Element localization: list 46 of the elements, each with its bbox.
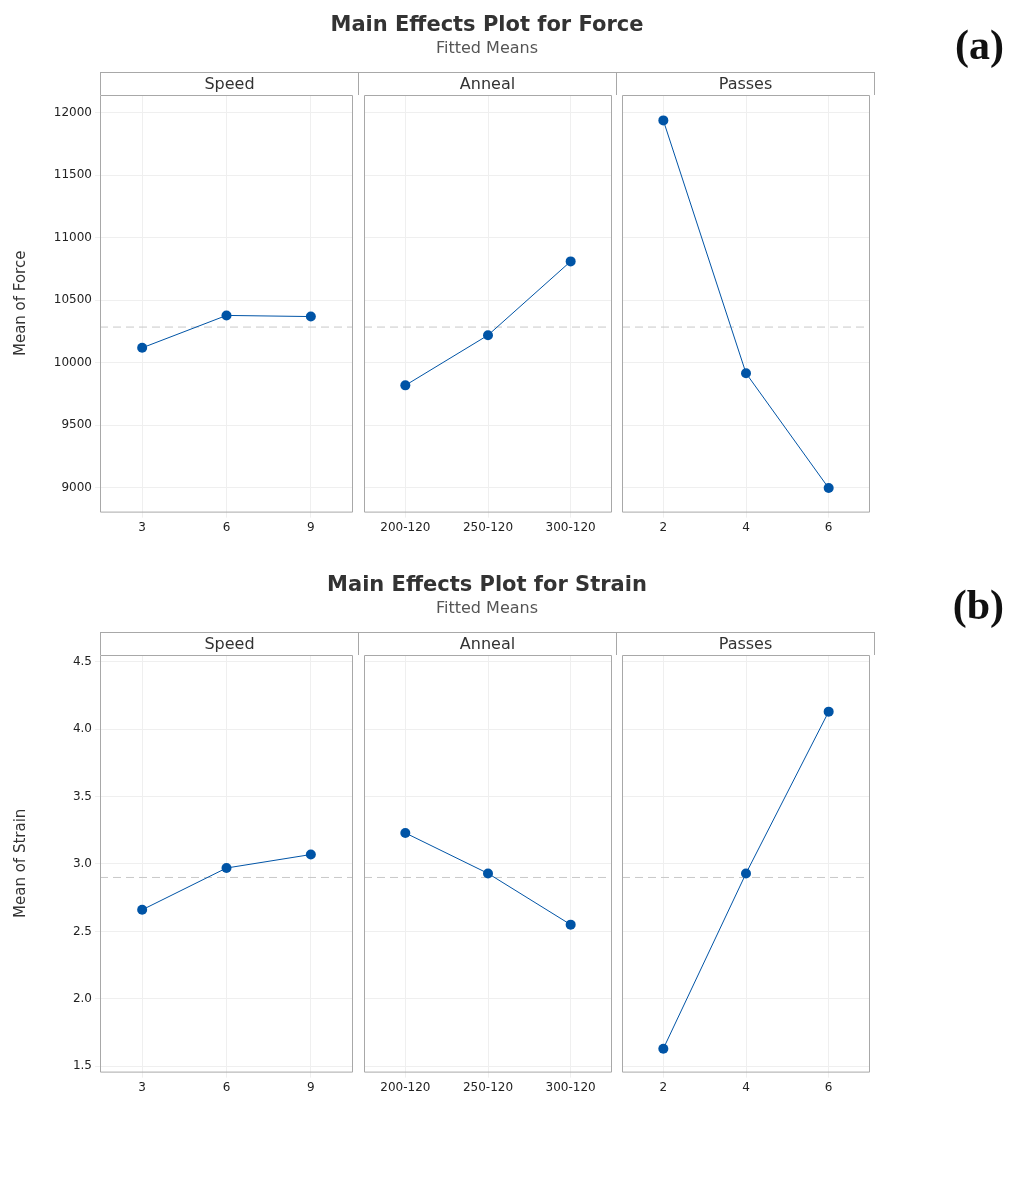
x-axis-title: Passes: [617, 72, 875, 95]
x-axis-title: Speed: [100, 72, 359, 95]
x-tick-label: 9: [307, 519, 315, 534]
x-axis-title: Speed: [100, 632, 359, 655]
x-axis-title: Anneal: [359, 72, 617, 95]
x-tick-label: 300-120: [545, 1079, 596, 1094]
y-tick-label: 3.5: [72, 788, 92, 803]
y-tick-label: 3.0: [72, 856, 92, 871]
x-tick-label: 300-120: [545, 519, 596, 534]
y-tick-label: 9000: [61, 479, 92, 494]
x-tick-label: 200-120: [380, 1079, 431, 1094]
x-tick-label: 2: [659, 1079, 668, 1094]
y-tick-label: 4.0: [72, 721, 92, 736]
x-axis-title: Anneal: [359, 632, 617, 655]
y-tick-label: 2.0: [72, 990, 92, 1005]
x-tick-label: 6: [824, 519, 833, 534]
text: Main Effects Plot for Strain: [326, 572, 648, 596]
y-tick-label: 12000: [53, 104, 92, 119]
x-tick-label: 6: [222, 519, 231, 534]
x-tick-label: 9: [307, 1079, 315, 1094]
y-tick-label: 1.5: [72, 1058, 92, 1073]
y-tick-label: 4.5: [72, 653, 92, 668]
text: (a): [955, 21, 1004, 70]
x-tick-label: 200-120: [380, 519, 431, 534]
text: (b): [952, 581, 1004, 630]
y-axis-title: Mean of Strain: [10, 808, 29, 918]
y-axis-title: Mean of Force: [10, 250, 29, 357]
x-tick-label: 6: [222, 1079, 231, 1094]
x-tick-label: 3: [138, 1079, 146, 1094]
y-tick-label: 10500: [53, 292, 92, 307]
y-tick-label: 11000: [53, 229, 92, 244]
text: Fitted Means: [434, 598, 539, 617]
y-tick-label: 10000: [53, 354, 92, 369]
x-tick-label: 4: [742, 519, 750, 534]
x-tick-label: 3: [138, 519, 146, 534]
text: Fitted Means: [434, 38, 539, 57]
x-tick-label: 250-120: [462, 1079, 514, 1094]
x-tick-label: 250-120: [462, 519, 514, 534]
x-axis-title: Passes: [617, 632, 875, 655]
text: Main Effects Plot for Force: [329, 12, 645, 36]
x-tick-label: 2: [659, 519, 668, 534]
y-tick-label: 9500: [61, 417, 92, 432]
x-tick-label: 4: [742, 1079, 750, 1094]
y-tick-label: 2.5: [72, 923, 92, 938]
x-tick-label: 6: [824, 1079, 833, 1094]
y-tick-label: 11500: [53, 167, 92, 182]
